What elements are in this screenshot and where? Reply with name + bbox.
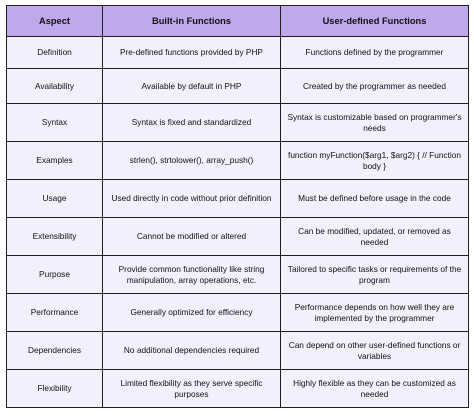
user-defined-cell: Syntax is customizable based on programm… <box>280 103 469 142</box>
builtin-cell: No additional dependencies required <box>102 331 281 370</box>
builtin-cell: Cannot be modified or altered <box>102 217 281 256</box>
aspect-cell: Syntax <box>6 103 103 142</box>
table-row-availability: Availability Available by default in PHP… <box>6 68 469 104</box>
builtin-cell: strlen(), strtolower(), array_push() <box>102 141 281 180</box>
header-user-defined-functions: User-defined Functions <box>280 5 469 37</box>
user-defined-cell: Can depend on other user-defined functio… <box>280 331 469 370</box>
table-header-row: Aspect Built-in Functions User-defined F… <box>6 5 469 37</box>
builtin-cell: Available by default in PHP <box>102 68 281 104</box>
aspect-cell: Extensibility <box>6 217 103 256</box>
user-defined-cell: Performance depends on how well they are… <box>280 293 469 332</box>
comparison-table: Aspect Built-in Functions User-defined F… <box>6 5 469 408</box>
aspect-cell: Availability <box>6 68 103 104</box>
table-row-syntax: Syntax Syntax is fixed and standardized … <box>6 103 469 142</box>
aspect-cell: Definition <box>6 36 103 69</box>
table-row-usage: Usage Used directly in code without prio… <box>6 179 469 218</box>
aspect-cell: Examples <box>6 141 103 180</box>
user-defined-cell: Must be defined before usage in the code <box>280 179 469 218</box>
aspect-cell: Performance <box>6 293 103 332</box>
builtin-cell: Pre-defined functions provided by PHP <box>102 36 281 69</box>
aspect-cell: Flexibility <box>6 369 103 408</box>
builtin-cell: Provide common functionality like string… <box>102 255 281 294</box>
user-defined-cell: function myFunction($arg1, $arg2) { // F… <box>280 141 469 180</box>
user-defined-cell: Can be modified, updated, or removed as … <box>280 217 469 256</box>
header-builtin-functions: Built-in Functions <box>102 5 281 37</box>
builtin-cell: Limited flexibility as they serve specif… <box>102 369 281 408</box>
user-defined-cell: Highly flexible as they can be customize… <box>280 369 469 408</box>
builtin-cell: Generally optimized for efficiency <box>102 293 281 332</box>
table-row-extensibility: Extensibility Cannot be modified or alte… <box>6 217 469 256</box>
user-defined-cell: Tailored to specific tasks or requiremen… <box>280 255 469 294</box>
table-row-dependencies: Dependencies No additional dependencies … <box>6 331 469 370</box>
builtin-cell: Used directly in code without prior defi… <box>102 179 281 218</box>
table-row-performance: Performance Generally optimized for effi… <box>6 293 469 332</box>
user-defined-cell: Functions defined by the programmer <box>280 36 469 69</box>
header-aspect: Aspect <box>6 5 103 37</box>
user-defined-cell: Created by the programmer as needed <box>280 68 469 104</box>
table-row-flexibility: Flexibility Limited flexibility as they … <box>6 369 469 408</box>
table-row-examples: Examples strlen(), strtolower(), array_p… <box>6 141 469 180</box>
builtin-cell: Syntax is fixed and standardized <box>102 103 281 142</box>
aspect-cell: Dependencies <box>6 331 103 370</box>
table-row-purpose: Purpose Provide common functionality lik… <box>6 255 469 294</box>
aspect-cell: Purpose <box>6 255 103 294</box>
table-row-definition: Definition Pre-defined functions provide… <box>6 36 469 69</box>
aspect-cell: Usage <box>6 179 103 218</box>
comparison-table-container: Aspect Built-in Functions User-defined F… <box>6 5 469 408</box>
